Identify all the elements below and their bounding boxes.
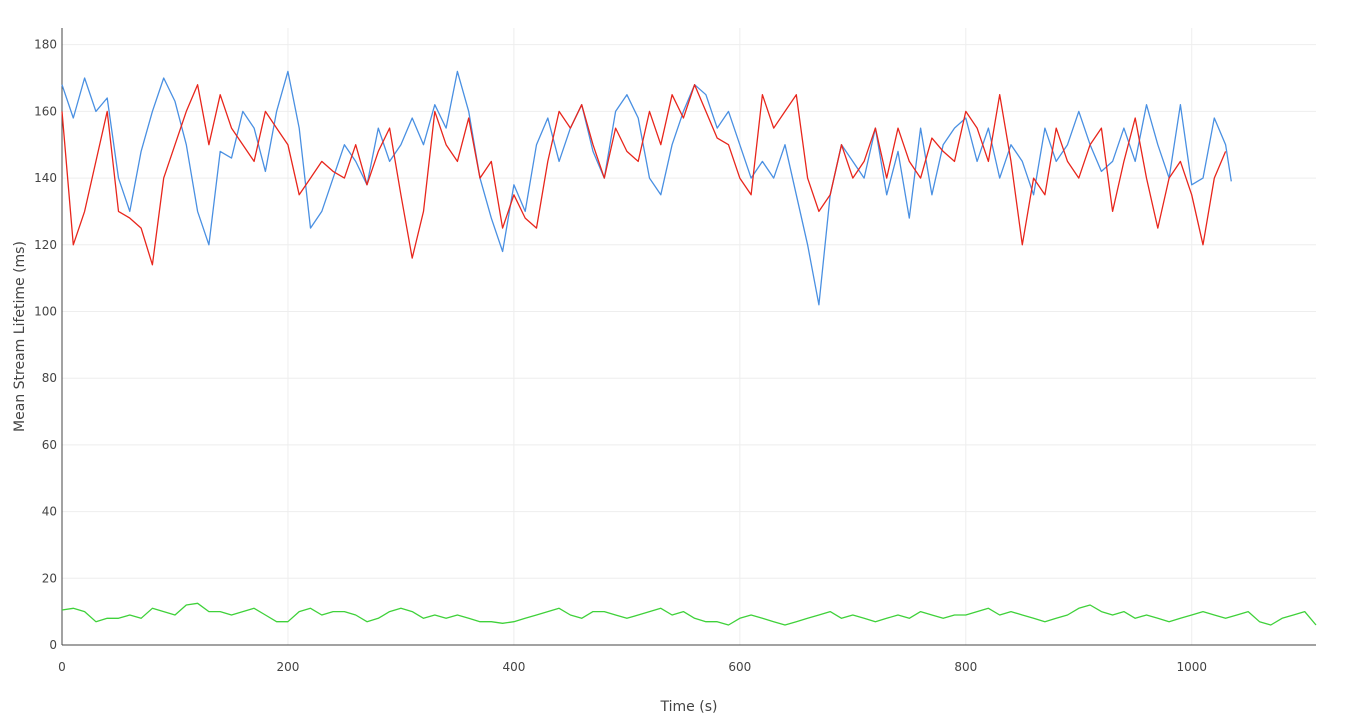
y-tick-label: 140 [34,171,57,185]
gridlines [62,28,1316,645]
y-tick-labels: 0 20 40 60 80 100 120 140 160 180 [34,38,57,652]
x-tick-label: 600 [728,660,751,674]
y-tick-label: 120 [34,238,57,252]
y-tick-label: 0 [49,638,57,652]
x-tick-label: 1000 [1176,660,1207,674]
series-lines [61,70,1317,626]
y-tick-label: 180 [34,38,57,52]
series-line-1 [61,70,1232,306]
y-tick-label: 100 [34,304,57,318]
y-tick-label: 60 [42,438,57,452]
y-tick-label: 160 [34,104,57,118]
x-tick-label: 800 [954,660,977,674]
y-tick-label: 40 [42,505,57,519]
y-tick-label: 20 [42,571,57,585]
series-line-3 [61,602,1317,626]
axes [61,28,1316,646]
x-tick-label: 0 [58,660,66,674]
y-tick-label: 80 [42,371,57,385]
y-axis-title: Mean Stream Lifetime (ms) [12,241,28,432]
x-axis-title: Time (s) [660,699,718,715]
x-tick-label: 200 [276,660,299,674]
x-tick-label: 400 [502,660,525,674]
x-tick-labels: 0 200 400 600 800 1000 [58,660,1207,674]
series-line-2 [61,84,1227,266]
